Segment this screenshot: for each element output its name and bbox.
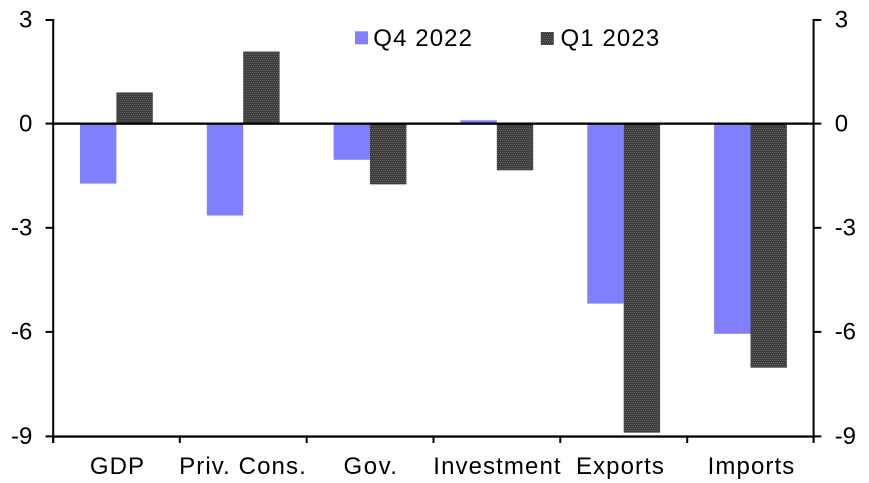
svg-text:0: 0 bbox=[19, 110, 32, 137]
svg-text:-9: -9 bbox=[11, 423, 32, 450]
svg-text:-3: -3 bbox=[11, 215, 32, 242]
svg-text:Q4 2022: Q4 2022 bbox=[373, 25, 473, 52]
svg-text:Imports: Imports bbox=[708, 453, 796, 480]
svg-text:-3: -3 bbox=[835, 215, 856, 242]
svg-text:Gov.: Gov. bbox=[344, 453, 399, 480]
svg-text:Investment: Investment bbox=[433, 453, 561, 480]
svg-text:-6: -6 bbox=[835, 319, 856, 346]
svg-text:0: 0 bbox=[835, 110, 848, 137]
svg-text:-9: -9 bbox=[835, 423, 856, 450]
svg-text:GDP: GDP bbox=[90, 453, 145, 480]
svg-text:Q1 2023: Q1 2023 bbox=[561, 25, 661, 52]
svg-text:3: 3 bbox=[19, 7, 32, 34]
svg-text:-6: -6 bbox=[11, 319, 32, 346]
svg-text:Priv. Cons.: Priv. Cons. bbox=[179, 453, 307, 480]
svg-text:Exports: Exports bbox=[576, 453, 665, 480]
svg-text:3: 3 bbox=[835, 7, 848, 34]
